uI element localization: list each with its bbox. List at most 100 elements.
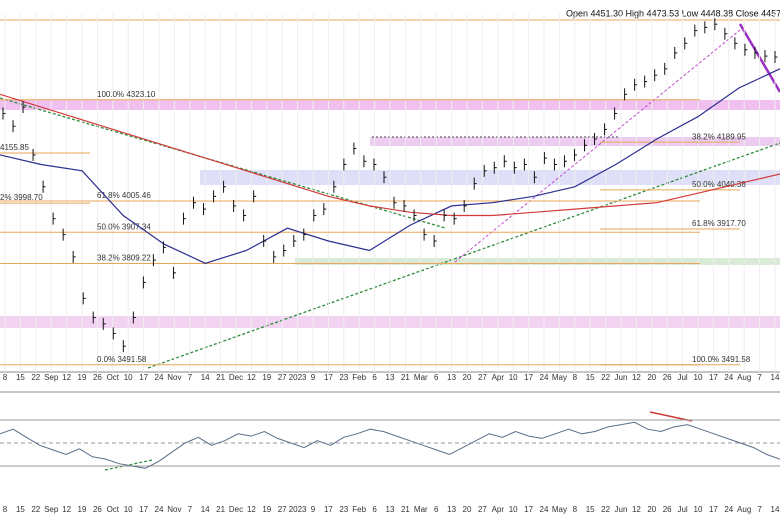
x-tick-label: 10 — [124, 373, 133, 382]
x-tick-label: Dec — [229, 373, 243, 382]
moving-average — [0, 68, 780, 264]
x-tick-label: 22 — [31, 373, 40, 382]
fib-label: 4155.85 — [0, 143, 29, 152]
x-tick-label: May — [552, 505, 567, 514]
rsi-trendline — [104, 459, 153, 471]
x-tick-label: 17 — [524, 505, 533, 514]
x-tick-label: 21 — [401, 505, 410, 514]
x-tick-label: 26 — [93, 505, 102, 514]
x-tick-label: 21 — [216, 373, 225, 382]
x-tick-label: Mar — [414, 373, 428, 382]
x-tick-label: 15 — [586, 373, 595, 382]
x-tick-label: 12 — [247, 505, 256, 514]
x-tick-label: 20 — [463, 505, 472, 514]
fib-label: 0.0% 3491.58 — [97, 355, 147, 364]
x-tick-label: 12 — [632, 505, 641, 514]
x-tick-label: 13 — [447, 505, 456, 514]
x-tick-label: 14 — [771, 505, 780, 514]
x-tick-label: 8 — [573, 373, 578, 382]
x-tick-label: 8 — [3, 505, 8, 514]
x-tick-label: Jun — [615, 505, 628, 514]
x-tick-label: 15 — [16, 505, 25, 514]
x-tick-label: 24 — [724, 505, 733, 514]
x-tick-label: 27 — [478, 373, 487, 382]
x-tick-label: 6 — [434, 505, 439, 514]
x-tick-label: 19 — [78, 505, 87, 514]
x-tick-label: Apr — [492, 505, 505, 514]
x-tick-label: 13 — [386, 505, 395, 514]
x-tick-label: 2023 — [289, 505, 307, 514]
x-tick-label: 23 — [339, 505, 348, 514]
x-tick-label: 20 — [463, 373, 472, 382]
x-tick-label: 8 — [573, 505, 578, 514]
x-tick-label: 8 — [3, 373, 8, 382]
x-tick-label: 17 — [524, 373, 533, 382]
x-tick-label: Feb — [352, 505, 366, 514]
x-tick-label: Aug — [737, 373, 751, 382]
x-tick-label: 24 — [540, 505, 549, 514]
x-tick-label: 9 — [311, 373, 316, 382]
x-tick-label: 24 — [155, 505, 164, 514]
rsi-line — [0, 421, 780, 469]
x-tick-label: 17 — [709, 373, 718, 382]
x-tick-label: 7 — [757, 505, 762, 514]
x-tick-label: 27 — [278, 373, 287, 382]
x-tick-label: 19 — [78, 373, 87, 382]
x-tick-label: Dec — [229, 505, 243, 514]
x-tick-label: 2023 — [289, 373, 307, 382]
x-tick-label: 7 — [188, 373, 193, 382]
support-band — [295, 258, 780, 265]
x-tick-label: 10 — [509, 373, 518, 382]
x-tick-label: 14 — [201, 505, 210, 514]
x-tick-label: 19 — [262, 373, 271, 382]
x-tick-label: Jul — [677, 505, 687, 514]
fib-label: 38.2% 3809.22 — [97, 254, 151, 263]
x-tick-label: 17 — [324, 505, 333, 514]
x-tick-label: 17 — [139, 373, 148, 382]
x-tick-label: 14 — [771, 373, 780, 382]
x-tick-label: Aug — [737, 505, 751, 514]
x-tick-label: Oct — [107, 373, 120, 382]
x-tick-label: 15 — [586, 505, 595, 514]
x-tick-label: Apr — [492, 373, 505, 382]
x-tick-label: 26 — [663, 373, 672, 382]
trendline — [147, 142, 780, 369]
x-tick-label: Mar — [414, 505, 428, 514]
x-tick-label: 12 — [632, 373, 641, 382]
x-tick-label: 12 — [62, 505, 71, 514]
fib-label: 100.0% 3491.58 — [692, 355, 751, 364]
trendline — [454, 29, 741, 263]
fib-label: 61.8% 3917.70 — [692, 219, 746, 228]
x-tick-label: Jun — [615, 373, 628, 382]
x-tick-label: 6 — [434, 373, 439, 382]
x-tick-label: 10 — [124, 505, 133, 514]
x-tick-label: Feb — [352, 373, 366, 382]
x-tick-label: Oct — [107, 505, 120, 514]
x-tick-label: May — [552, 373, 567, 382]
x-tick-label: 17 — [324, 373, 333, 382]
x-tick-label: Sep — [44, 373, 59, 382]
x-tick-label: 24 — [540, 373, 549, 382]
fib-label: 100.0% 4323.10 — [97, 90, 156, 99]
x-tick-label: 14 — [201, 373, 210, 382]
x-tick-label: 22 — [31, 505, 40, 514]
x-tick-label: 26 — [93, 373, 102, 382]
x-tick-label: 13 — [447, 373, 456, 382]
x-tick-label: 24 — [724, 373, 733, 382]
x-tick-label: Sep — [44, 505, 59, 514]
x-tick-label: 7 — [188, 505, 193, 514]
x-tick-label: 21 — [401, 373, 410, 382]
x-tick-label: 21 — [216, 505, 225, 514]
fib-label: 50.0% 3907.34 — [97, 222, 151, 231]
support-band — [200, 170, 780, 185]
x-tick-label: 10 — [694, 505, 703, 514]
x-tick-label: Jul — [677, 373, 687, 382]
x-tick-label: 6 — [372, 505, 377, 514]
x-tick-label: 20 — [647, 505, 656, 514]
x-tick-label: 6 — [372, 373, 377, 382]
x-tick-label: 10 — [509, 505, 518, 514]
x-tick-label: 27 — [278, 505, 287, 514]
x-tick-label: 27 — [478, 505, 487, 514]
fib-label: 38.2% 4189.95 — [692, 132, 746, 141]
